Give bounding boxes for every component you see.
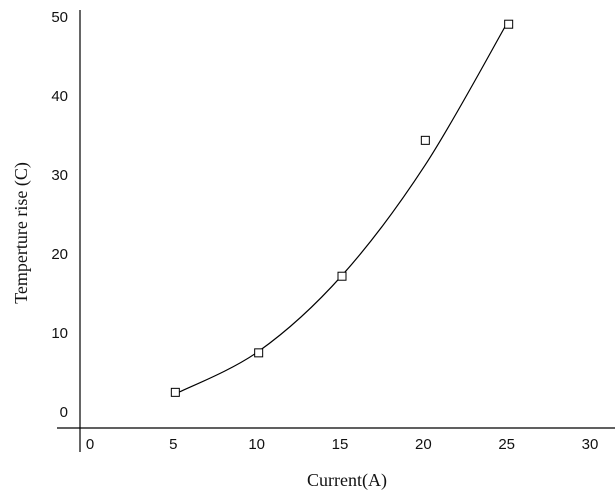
y-axis-title: Temperture rise (C) bbox=[11, 162, 32, 304]
x-tick-label: 0 bbox=[86, 436, 94, 453]
y-tick-label: 10 bbox=[51, 325, 68, 342]
x-tick-label: 10 bbox=[248, 436, 265, 453]
x-tick-label: 5 bbox=[169, 436, 177, 453]
fit-curve bbox=[175, 19, 510, 395]
x-tick-label: 30 bbox=[582, 436, 599, 453]
x-tick-label: 25 bbox=[498, 436, 515, 453]
data-point bbox=[254, 348, 264, 358]
x-tick-labels: 0 5 10 15 20 25 30 bbox=[86, 436, 599, 453]
x-tick-label: 20 bbox=[415, 436, 432, 453]
y-tick-label: 30 bbox=[51, 167, 68, 184]
data-point bbox=[504, 19, 514, 29]
y-tick-labels: 0 10 20 30 40 50 bbox=[51, 9, 68, 421]
y-tick-label: 0 bbox=[60, 404, 68, 421]
y-tick-label: 50 bbox=[51, 9, 68, 26]
x-tick-label: 15 bbox=[332, 436, 349, 453]
y-tick-label: 20 bbox=[51, 246, 68, 263]
data-points bbox=[170, 19, 514, 397]
y-tick-label: 40 bbox=[51, 88, 68, 105]
x-axis-title: Current(A) bbox=[307, 470, 387, 491]
data-point bbox=[170, 387, 180, 397]
data-point bbox=[420, 135, 430, 145]
data-point bbox=[337, 271, 347, 281]
